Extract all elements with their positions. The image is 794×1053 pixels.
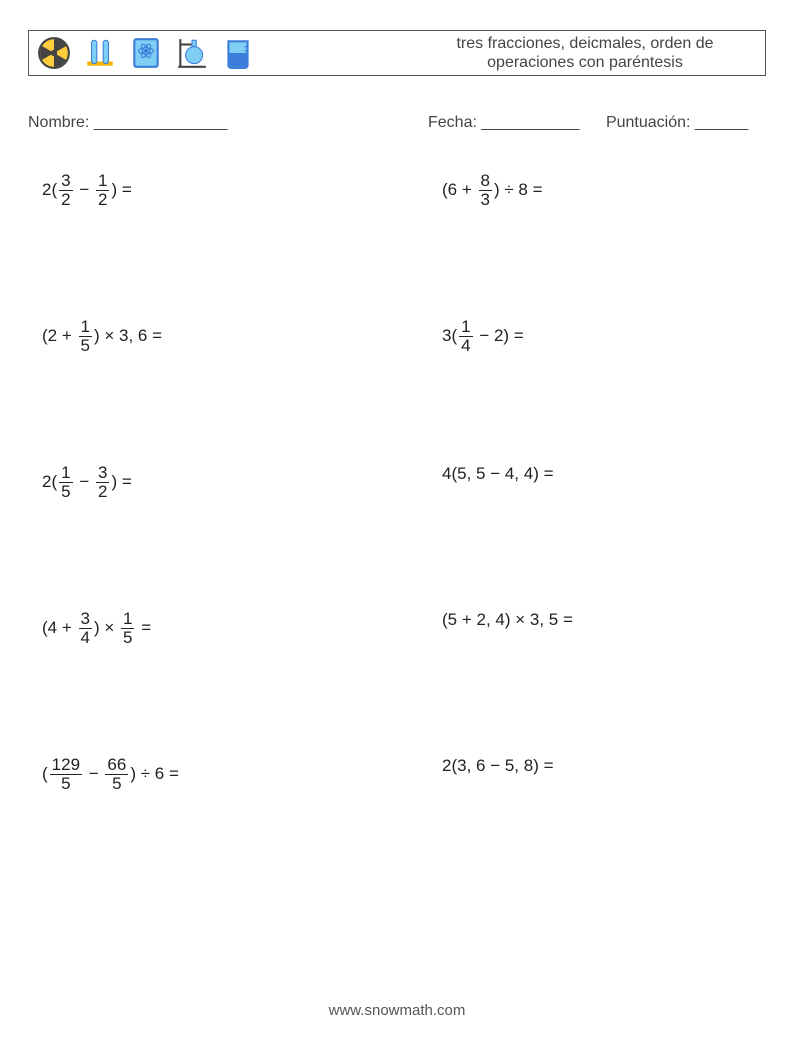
worksheet-title: tres fracciones, deicmales, orden de ope… bbox=[415, 31, 755, 75]
atom-book-icon bbox=[129, 36, 163, 70]
fraction: 34 bbox=[79, 610, 92, 647]
expr-text: = bbox=[136, 618, 151, 638]
expr-text: ) = bbox=[111, 472, 131, 492]
problem-row: 2(15 − 32) = 4(5, 5 − 4, 4) = bbox=[42, 464, 766, 610]
worksheet-header: tres fracciones, deicmales, orden de ope… bbox=[28, 30, 766, 76]
worksheet-page: tres fracciones, deicmales, orden de ope… bbox=[0, 0, 794, 1053]
fraction-numerator: 1 bbox=[121, 610, 134, 629]
expr-text: ( bbox=[42, 764, 48, 784]
expr-text: ) × bbox=[94, 618, 119, 638]
name-field: Nombre: _______________ bbox=[28, 114, 428, 132]
expr-text: 4(5, 5 − 4, 4) = bbox=[442, 464, 554, 484]
fraction-denominator: 5 bbox=[59, 775, 72, 793]
fraction-numerator: 8 bbox=[479, 172, 492, 191]
expr-text: − bbox=[75, 472, 94, 492]
expr-text: ) × 3, 6 = bbox=[94, 326, 162, 346]
fraction: 32 bbox=[59, 172, 72, 209]
title-line-2: operaciones con paréntesis bbox=[456, 53, 713, 72]
problem-cell-right: (5 + 2, 4) × 3, 5 = bbox=[442, 610, 794, 630]
expression: 2(32 − 12) = bbox=[42, 172, 132, 209]
fraction-denominator: 2 bbox=[59, 191, 72, 209]
fraction: 15 bbox=[79, 318, 92, 355]
fraction: 665 bbox=[105, 756, 128, 793]
fraction-denominator: 5 bbox=[59, 483, 72, 501]
expression: (1295 − 665) ÷ 6 = bbox=[42, 756, 179, 793]
fraction-denominator: 2 bbox=[96, 483, 109, 501]
fraction-denominator: 3 bbox=[479, 191, 492, 209]
expression: 2(3, 6 − 5, 8) = bbox=[442, 756, 554, 776]
fraction-numerator: 3 bbox=[96, 464, 109, 483]
expression: (4 + 34) × 15 = bbox=[42, 610, 151, 647]
problem-cell-left: (1295 − 665) ÷ 6 = bbox=[42, 756, 442, 793]
expr-text: ) ÷ 6 = bbox=[130, 764, 179, 784]
problem-cell-right: 4(5, 5 − 4, 4) = bbox=[442, 464, 794, 484]
expr-text: 2( bbox=[42, 180, 57, 200]
fraction: 12 bbox=[96, 172, 109, 209]
fraction-denominator: 4 bbox=[79, 629, 92, 647]
fraction-numerator: 129 bbox=[50, 756, 82, 775]
problem-cell-left: 2(32 − 12) = bbox=[42, 172, 442, 209]
fraction-denominator: 5 bbox=[79, 337, 92, 355]
expr-text: (5 + 2, 4) × 3, 5 = bbox=[442, 610, 573, 630]
expression: 3(14 − 2) = bbox=[442, 318, 524, 355]
problem-row: (1295 − 665) ÷ 6 =2(3, 6 − 5, 8) = bbox=[42, 756, 766, 902]
header-icons-row bbox=[37, 36, 255, 70]
title-line-1: tres fracciones, deicmales, orden de bbox=[456, 34, 713, 53]
problem-row: (2 + 15) × 3, 6 =3(14 − 2) = bbox=[42, 318, 766, 464]
fraction-numerator: 1 bbox=[459, 318, 472, 337]
fraction: 15 bbox=[59, 464, 72, 501]
info-row: Nombre: _______________ Fecha: _________… bbox=[28, 114, 766, 132]
fraction-numerator: 3 bbox=[79, 610, 92, 629]
expr-text: 3( bbox=[442, 326, 457, 346]
expr-text: 2( bbox=[42, 472, 57, 492]
expr-text: (6 + bbox=[442, 180, 477, 200]
fraction-numerator: 1 bbox=[59, 464, 72, 483]
expression: 4(5, 5 − 4, 4) = bbox=[442, 464, 554, 484]
radiation-icon bbox=[37, 36, 71, 70]
footer-url: www.snowmath.com bbox=[0, 1002, 794, 1019]
fraction-numerator: 1 bbox=[96, 172, 109, 191]
problems-grid: 2(32 − 12) =(6 + 83) ÷ 8 =(2 + 15) × 3, … bbox=[42, 172, 766, 902]
expr-text: (4 + bbox=[42, 618, 77, 638]
expr-text: ) ÷ 8 = bbox=[494, 180, 543, 200]
test-tubes-icon bbox=[83, 36, 117, 70]
fraction-denominator: 4 bbox=[459, 337, 472, 355]
flask-icon bbox=[175, 36, 209, 70]
problem-row: 2(32 − 12) =(6 + 83) ÷ 8 = bbox=[42, 172, 766, 318]
fraction-denominator: 5 bbox=[110, 775, 123, 793]
score-label: Puntuación: ______ bbox=[606, 114, 748, 131]
problem-row: (4 + 34) × 15 = (5 + 2, 4) × 3, 5 = bbox=[42, 610, 766, 756]
problem-cell-left: (2 + 15) × 3, 6 = bbox=[42, 318, 442, 355]
fraction-denominator: 2 bbox=[96, 191, 109, 209]
fraction: 15 bbox=[121, 610, 134, 647]
expr-text: − bbox=[75, 180, 94, 200]
date-label: Fecha: ___________ bbox=[428, 114, 579, 131]
problem-cell-right: 2(3, 6 − 5, 8) = bbox=[442, 756, 794, 776]
fraction: 14 bbox=[459, 318, 472, 355]
problem-cell-left: 2(15 − 32) = bbox=[42, 464, 442, 501]
expression: 2(15 − 32) = bbox=[42, 464, 132, 501]
expression: (5 + 2, 4) × 3, 5 = bbox=[442, 610, 573, 630]
fraction-denominator: 5 bbox=[121, 629, 134, 647]
expr-text: − 2) = bbox=[475, 326, 524, 346]
fraction: 1295 bbox=[50, 756, 82, 793]
problem-cell-left: (4 + 34) × 15 = bbox=[42, 610, 442, 647]
problem-cell-right: (6 + 83) ÷ 8 = bbox=[442, 172, 794, 209]
expression: (2 + 15) × 3, 6 = bbox=[42, 318, 162, 355]
expr-text: 2(3, 6 − 5, 8) = bbox=[442, 756, 554, 776]
beaker-icon bbox=[221, 36, 255, 70]
fraction-numerator: 1 bbox=[79, 318, 92, 337]
expr-text: ) = bbox=[111, 180, 131, 200]
fraction: 83 bbox=[479, 172, 492, 209]
fraction: 32 bbox=[96, 464, 109, 501]
date-score-field: Fecha: ___________ Puntuación: ______ bbox=[428, 114, 766, 132]
fraction-numerator: 3 bbox=[59, 172, 72, 191]
expr-text: (2 + bbox=[42, 326, 77, 346]
expr-text: − bbox=[84, 764, 103, 784]
expression: (6 + 83) ÷ 8 = bbox=[442, 172, 543, 209]
fraction-numerator: 66 bbox=[105, 756, 128, 775]
problem-cell-right: 3(14 − 2) = bbox=[442, 318, 794, 355]
